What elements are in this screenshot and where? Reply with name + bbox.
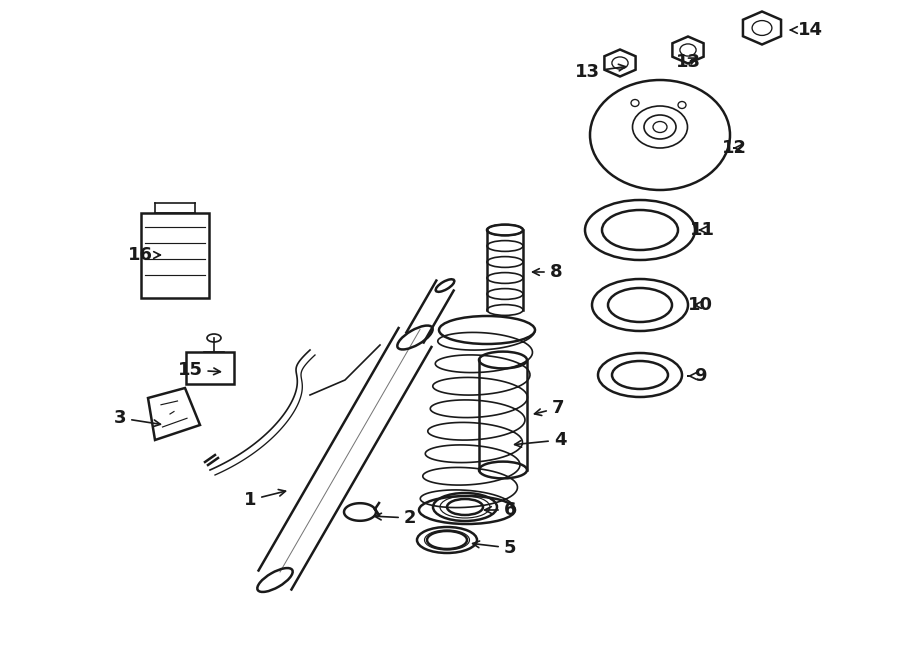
Text: 9: 9 [688, 367, 706, 385]
Text: 1: 1 [244, 489, 285, 509]
Text: 12: 12 [722, 139, 746, 157]
Text: 7: 7 [535, 399, 564, 417]
Text: 11: 11 [689, 221, 715, 239]
Text: 4: 4 [515, 431, 566, 449]
Text: 13: 13 [574, 63, 626, 81]
Text: 8: 8 [533, 263, 562, 281]
Text: 5: 5 [472, 539, 517, 557]
Text: 13: 13 [676, 53, 700, 71]
Text: 6: 6 [484, 501, 517, 519]
Text: 2: 2 [374, 509, 417, 527]
Text: 14: 14 [790, 21, 823, 39]
Text: 10: 10 [688, 296, 713, 314]
Text: 15: 15 [177, 361, 220, 379]
Text: 3: 3 [113, 409, 160, 427]
Text: 16: 16 [128, 246, 160, 264]
